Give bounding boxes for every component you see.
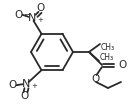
Text: CH₃: CH₃ bbox=[100, 53, 114, 62]
Text: −: − bbox=[23, 10, 30, 19]
Text: O: O bbox=[92, 74, 100, 84]
Text: N: N bbox=[28, 13, 37, 23]
Text: O: O bbox=[118, 60, 126, 70]
Text: +: + bbox=[37, 17, 43, 23]
Text: O: O bbox=[20, 91, 29, 101]
Text: −: − bbox=[17, 80, 23, 89]
Text: CH₃: CH₃ bbox=[101, 43, 115, 52]
Text: N: N bbox=[22, 79, 31, 89]
Text: O: O bbox=[36, 3, 45, 13]
Text: O: O bbox=[14, 10, 23, 20]
Text: +: + bbox=[31, 83, 37, 89]
Text: O: O bbox=[8, 80, 17, 90]
